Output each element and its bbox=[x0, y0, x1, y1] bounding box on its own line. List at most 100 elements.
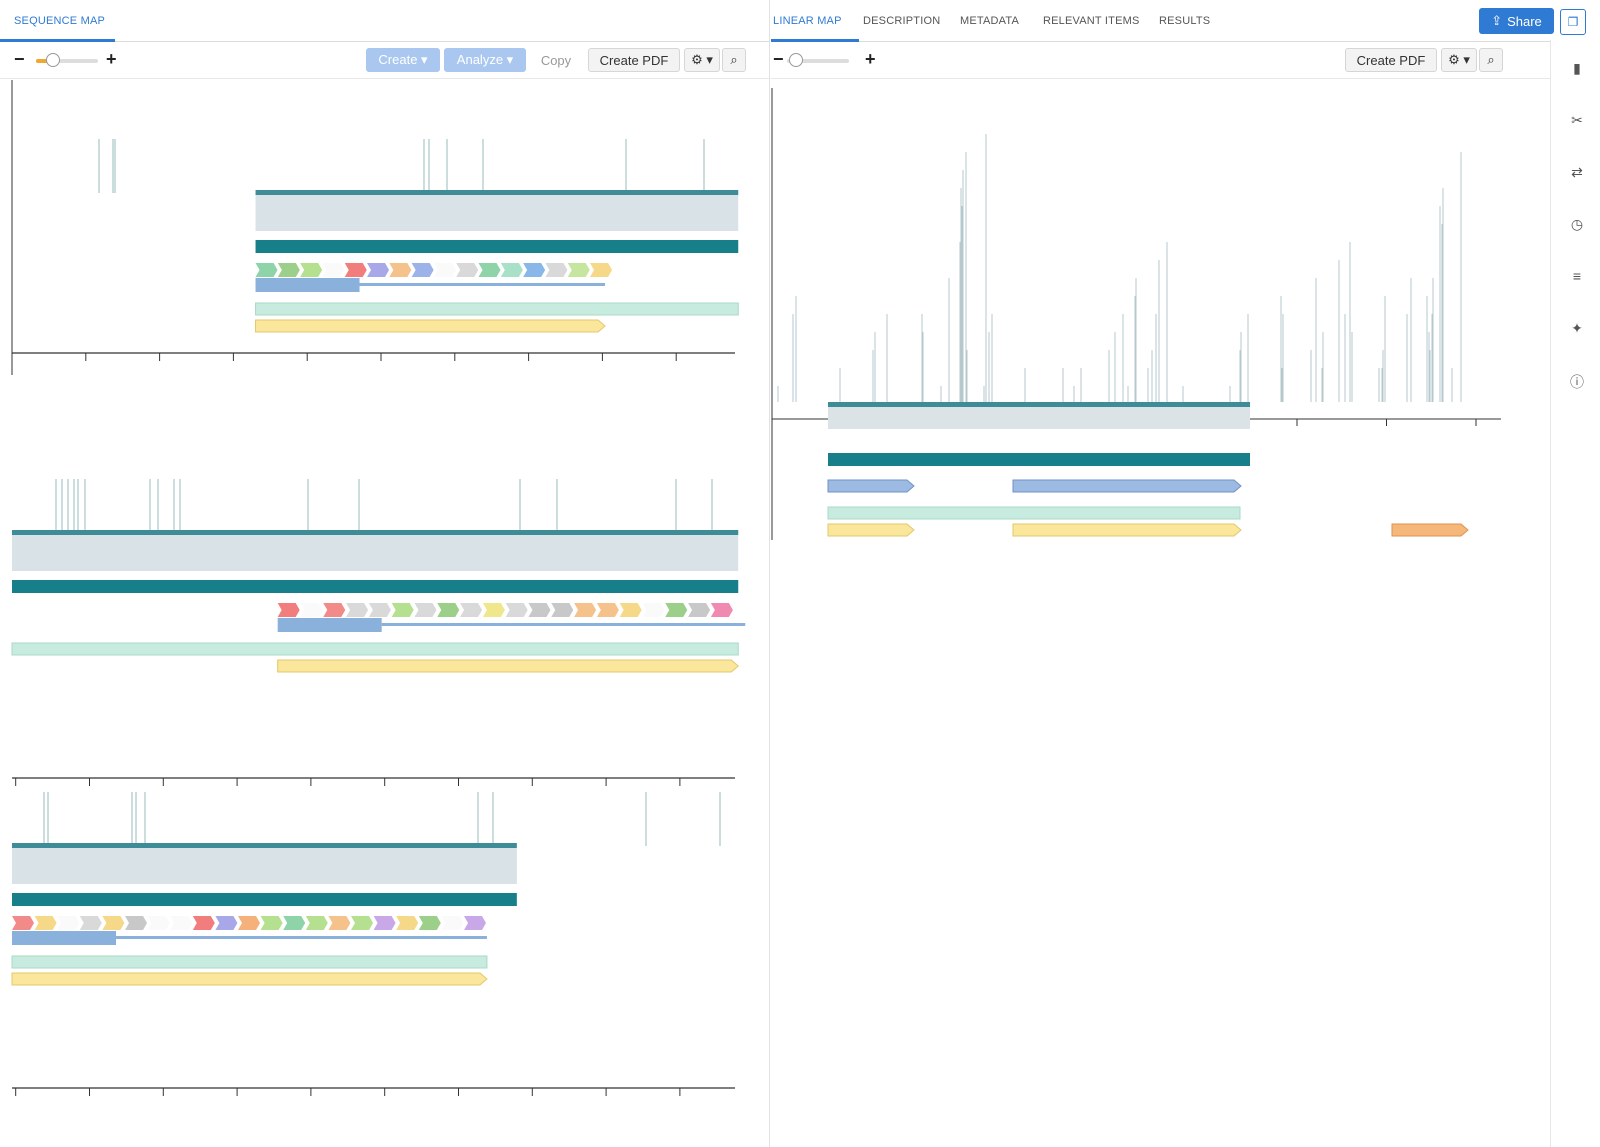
gene-x-feature-bar bbox=[12, 580, 739, 593]
zoom-slider[interactable] bbox=[36, 53, 98, 67]
amino-acid-shape bbox=[665, 603, 688, 617]
zoom-slider-knob[interactable] bbox=[789, 53, 803, 67]
list-icon[interactable]: ≡ bbox=[1572, 268, 1582, 284]
gene-highlight-bar bbox=[12, 530, 739, 535]
linear-map-canvas bbox=[771, 88, 1501, 540]
settings-dropdown-button[interactable]: ⚙ ▾ bbox=[684, 48, 720, 72]
amino-acid-shape bbox=[567, 263, 590, 277]
bookmark-icon[interactable]: ▮ bbox=[1573, 60, 1581, 76]
cds-label-box bbox=[255, 278, 360, 292]
amino-acid-shape bbox=[456, 263, 479, 277]
zoom-in-button[interactable]: + bbox=[106, 49, 117, 69]
amino-acid-shape bbox=[125, 916, 147, 930]
amino-acid-shape bbox=[367, 263, 390, 277]
search-icon[interactable]: ⌕ bbox=[722, 48, 746, 72]
map-exon2-bar bbox=[1012, 523, 1242, 537]
gene-x-feature-bar bbox=[255, 240, 739, 253]
amino-acid-shape bbox=[433, 263, 456, 277]
cds-line bbox=[116, 936, 487, 939]
amino-acid-shape bbox=[351, 916, 373, 930]
cds-label-box bbox=[12, 931, 116, 945]
share-button[interactable]: ⇪ Share bbox=[1479, 8, 1554, 34]
amino-acid-shape bbox=[505, 603, 528, 617]
amino-acid-shape bbox=[102, 916, 125, 930]
tab-metadata[interactable]: METADATA bbox=[960, 15, 1020, 27]
exon-bar bbox=[277, 659, 740, 673]
map-cds2-bar bbox=[1012, 479, 1242, 493]
linear-map-panel: LINEAR MAP DESCRIPTION METADATA RELEVANT… bbox=[771, 0, 1551, 1147]
amino-acid-shape bbox=[170, 916, 193, 930]
amino-acid-shape bbox=[523, 263, 546, 277]
tab-description[interactable]: DESCRIPTION bbox=[863, 15, 941, 27]
zoom-out-button[interactable]: − bbox=[773, 49, 784, 69]
copy-button[interactable]: Copy bbox=[530, 48, 582, 72]
history-icon[interactable]: ◷ bbox=[1570, 216, 1584, 232]
right-sidebar: ▮ ✂ ⇄ ◷ ≡ ✦ ⓘ bbox=[1550, 40, 1600, 1147]
cds-line bbox=[359, 283, 606, 286]
amino-acid-shape bbox=[389, 263, 412, 277]
map-gene-x-bar bbox=[828, 453, 1250, 466]
tab-results[interactable]: RESULTS bbox=[1159, 15, 1211, 27]
amino-acid-shape bbox=[192, 916, 215, 930]
copy-window-icon[interactable]: ❐ bbox=[1560, 9, 1586, 35]
amino-acid-shape bbox=[328, 916, 351, 930]
amino-acid-shape bbox=[464, 916, 486, 930]
scissors-icon[interactable]: ✂ bbox=[1571, 112, 1583, 128]
map-misc-feature-bar bbox=[1391, 523, 1469, 537]
map-exon1-bar bbox=[827, 523, 915, 537]
zoom-in-button[interactable]: + bbox=[865, 49, 876, 69]
gene-x-light-bar bbox=[11, 955, 488, 969]
amino-acid-shape bbox=[710, 603, 733, 617]
create-pdf-button[interactable]: Create PDF bbox=[1345, 48, 1437, 72]
info-icon[interactable]: ⓘ bbox=[1570, 374, 1584, 390]
amino-acid-shape bbox=[500, 263, 523, 277]
amino-acid-shape bbox=[277, 263, 300, 277]
amino-acid-shape bbox=[79, 916, 102, 930]
gene-x-light-bar bbox=[11, 642, 739, 656]
tab-linear-map[interactable]: LINEAR MAP bbox=[773, 15, 842, 27]
zoom-slider-knob[interactable] bbox=[46, 53, 60, 67]
amino-acid-shape bbox=[373, 916, 396, 930]
sequence-highlight bbox=[12, 535, 739, 571]
gene-x-feature-bar bbox=[12, 893, 517, 906]
amino-acid-shape bbox=[411, 263, 434, 277]
amino-acid-shape bbox=[283, 916, 306, 930]
right-toolbar: − + Create PDF ⚙ ▾ ⌕ bbox=[771, 43, 1550, 79]
zoom-out-button[interactable]: − bbox=[14, 49, 25, 69]
amino-acid-shape bbox=[441, 916, 464, 930]
amino-acid-shape bbox=[277, 603, 300, 617]
sequence-highlight bbox=[12, 848, 517, 884]
amino-acid-shape bbox=[305, 916, 328, 930]
amino-acid-shape bbox=[482, 603, 505, 617]
amino-acid-shape bbox=[574, 603, 597, 617]
arrows-icon[interactable]: ⇄ bbox=[1571, 164, 1583, 180]
amino-acid-shape bbox=[590, 263, 613, 277]
analyze-button[interactable]: Analyze ▾ bbox=[444, 48, 526, 72]
zoom-slider[interactable] bbox=[787, 53, 849, 67]
create-pdf-button[interactable]: Create PDF bbox=[588, 48, 680, 72]
amino-acid-shape bbox=[238, 916, 260, 930]
exon-bar bbox=[255, 319, 606, 333]
amino-acid-shape bbox=[255, 263, 278, 277]
amino-acid-shape bbox=[346, 603, 369, 617]
amino-acid-shape bbox=[414, 603, 437, 617]
amino-acid-shape bbox=[391, 603, 414, 617]
amino-acid-shape bbox=[437, 603, 460, 617]
amino-acid-shape bbox=[368, 603, 391, 617]
cds-label-box bbox=[277, 618, 382, 632]
sequence-map-panel: SEQUENCE MAP − + Create ▾ Analyze ▾ Copy… bbox=[0, 0, 770, 1147]
cds-line bbox=[381, 623, 746, 626]
tab-relevant-items[interactable]: RELEVANT ITEMS bbox=[1043, 15, 1140, 27]
amino-acid-shape bbox=[396, 916, 419, 930]
gene-highlight-bar bbox=[12, 843, 517, 848]
compass-icon[interactable]: ✦ bbox=[1571, 320, 1583, 336]
tab-sequence-map[interactable]: SEQUENCE MAP bbox=[14, 15, 106, 27]
amino-acid-shape bbox=[260, 916, 283, 930]
amino-acid-shape bbox=[34, 916, 57, 930]
settings-dropdown-button[interactable]: ⚙ ▾ bbox=[1441, 48, 1477, 72]
amino-acid-shape bbox=[344, 263, 367, 277]
search-icon[interactable]: ⌕ bbox=[1479, 48, 1503, 72]
create-button[interactable]: Create ▾ bbox=[366, 48, 440, 72]
sequence-highlight bbox=[255, 195, 739, 231]
sequence-map-canvas bbox=[11, 80, 746, 1096]
